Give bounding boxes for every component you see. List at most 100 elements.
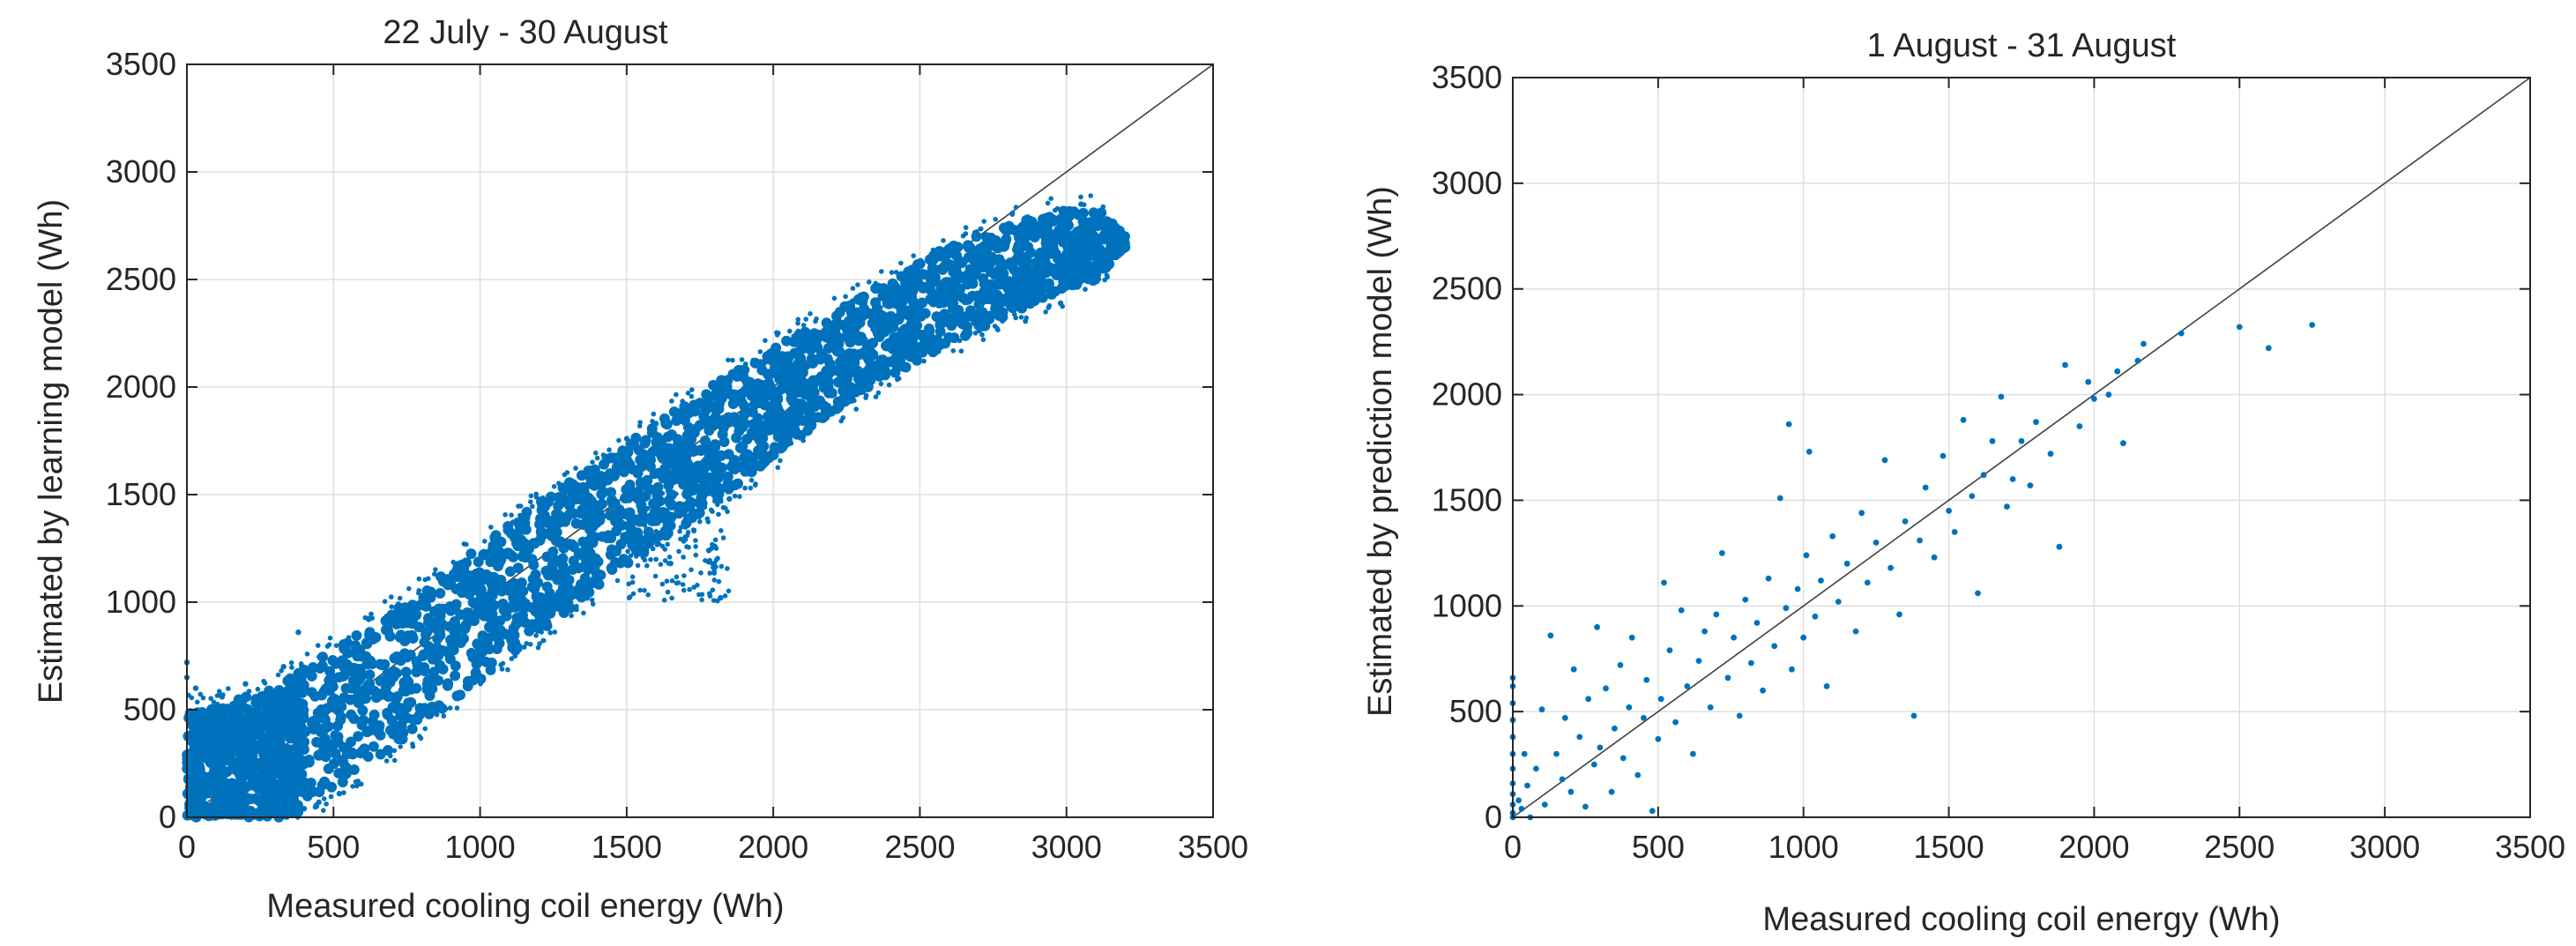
scatter-point — [795, 320, 800, 326]
scatter-point — [764, 401, 776, 413]
scatter-point — [271, 739, 282, 750]
scatter-point — [406, 585, 412, 592]
scatter-point — [1922, 484, 1929, 491]
scatter-point — [1843, 560, 1850, 567]
scatter-point — [375, 689, 386, 700]
scatter-point — [2091, 396, 2097, 402]
scatter-point — [1052, 207, 1058, 213]
scatter-point — [875, 390, 882, 396]
scatter-point — [261, 789, 272, 801]
scatter-point — [435, 587, 446, 599]
scatter-point — [391, 748, 398, 754]
x-tick-label: 500 — [307, 829, 360, 865]
scatter-point — [475, 654, 486, 666]
scatter-point — [845, 332, 857, 344]
scatter-point — [528, 493, 534, 499]
scatter-point — [401, 712, 413, 724]
scatter-point — [725, 566, 730, 571]
scatter-point — [1661, 579, 1667, 586]
scatter-point — [834, 307, 845, 317]
scatter-point — [1003, 220, 1015, 232]
scatter-point — [226, 686, 231, 691]
y-tick-label: 0 — [1485, 799, 1502, 835]
scatter-point — [1561, 714, 1568, 721]
scatter-point — [1057, 300, 1064, 306]
scatter-point — [406, 723, 418, 734]
scatter-point — [718, 563, 725, 570]
scatter-point — [335, 711, 346, 723]
scatter-point — [921, 269, 933, 280]
scatter-point — [726, 495, 733, 503]
scatter-point — [433, 567, 438, 572]
scatter-point — [332, 720, 344, 732]
scatter-point — [701, 389, 712, 400]
scatter-point — [541, 551, 553, 562]
scatter-point — [1032, 263, 1044, 274]
scatter-point — [577, 549, 588, 561]
scatter-point — [484, 622, 495, 633]
scatter-point — [607, 447, 612, 452]
scatter-point — [971, 257, 981, 269]
scatter-point — [1852, 628, 1859, 635]
scatter-point — [500, 629, 511, 640]
scatter-point — [1887, 564, 1895, 571]
scatter-point — [299, 664, 305, 669]
scatter-point — [436, 573, 441, 579]
scatter-point — [589, 597, 595, 603]
scatter-point — [774, 332, 780, 338]
scatter-point — [1946, 508, 1953, 514]
scatter-point — [248, 771, 259, 782]
scatter-point — [821, 416, 827, 422]
scatter-point — [425, 674, 436, 685]
scatter-point — [234, 793, 245, 804]
scatter-point — [442, 574, 453, 585]
scatter-point — [227, 741, 238, 753]
scatter-point — [214, 701, 220, 707]
scatter-point — [1765, 575, 1772, 582]
scatter-point — [590, 601, 596, 607]
x-axis-label: Measured cooling coil energy (Wh) — [266, 888, 784, 925]
scatter-point — [800, 326, 811, 338]
scatter-point — [1065, 239, 1076, 250]
scatter-point — [527, 642, 533, 647]
scatter-point — [748, 384, 759, 395]
scatter-point — [875, 318, 887, 330]
scatter-point — [275, 672, 281, 678]
x-tick-label: 0 — [178, 829, 196, 865]
scatter-point — [853, 406, 859, 412]
scatter-point — [632, 467, 644, 479]
scatter-point — [791, 333, 796, 339]
scatter-point — [808, 311, 813, 317]
scatter-point — [2236, 324, 2243, 331]
scatter-point — [361, 683, 371, 694]
scatter-point — [1678, 607, 1685, 614]
scatter-point — [338, 639, 349, 650]
scatter-point — [592, 451, 599, 456]
scatter-point — [656, 447, 667, 458]
scatter-point — [899, 344, 911, 355]
x-tick-label: 1000 — [445, 829, 516, 865]
scatter-point — [1100, 204, 1106, 210]
scatter-point — [975, 313, 982, 319]
scatter-point — [1515, 797, 1522, 804]
scatter-point — [535, 644, 541, 651]
scatter-point — [967, 278, 979, 289]
scatter-point — [1017, 251, 1029, 263]
scatter-point — [720, 535, 726, 540]
scatter-point — [569, 613, 574, 619]
y-tick-label: 500 — [123, 691, 176, 727]
scatter-point — [445, 605, 457, 616]
scatter-point — [693, 498, 699, 504]
scatter-point — [450, 670, 461, 682]
scatter-point — [517, 503, 524, 509]
scatter-point — [998, 268, 1009, 279]
scatter-point — [1643, 676, 1650, 683]
scatter-point — [927, 346, 939, 358]
scatter-point — [539, 510, 550, 521]
scatter-point — [389, 652, 400, 664]
scatter-point — [487, 579, 497, 591]
scatter-point — [648, 556, 653, 562]
scatter-point — [327, 635, 333, 641]
scatter-point — [336, 791, 343, 797]
scatter-point — [227, 778, 237, 789]
